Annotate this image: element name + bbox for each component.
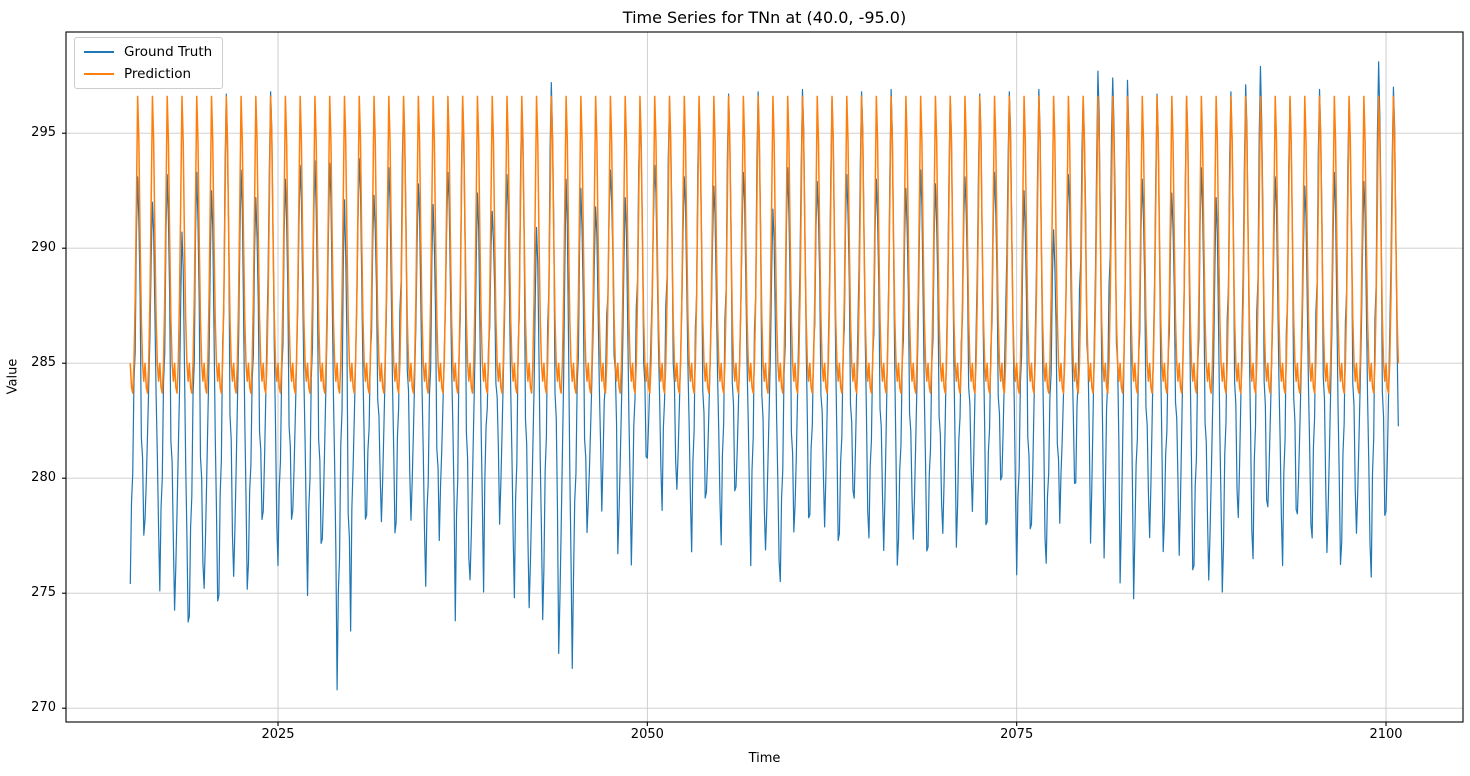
y-tick-label: 270 <box>31 700 56 716</box>
ground-truth-line-swatch <box>84 51 114 53</box>
legend-entry-prediction: Prediction <box>84 65 212 83</box>
y-tick-label: 285 <box>31 355 56 371</box>
chart-title: Time Series for TNn at (40.0, -95.0) <box>622 8 907 27</box>
y-tick-label: 275 <box>31 585 56 601</box>
legend-entry-ground-truth: Ground Truth <box>84 43 212 61</box>
y-tick-label: 280 <box>31 470 56 486</box>
series-line-prediction <box>129 95 1400 394</box>
y-tick-label: 290 <box>31 240 56 256</box>
plot-frame <box>65 31 1464 723</box>
y-tick-label: 295 <box>31 125 56 141</box>
x-axis-label: Time <box>748 751 781 766</box>
x-tick-label: 2100 <box>1369 727 1403 742</box>
prediction-line-swatch <box>84 73 114 75</box>
legend-label-ground-truth: Ground Truth <box>124 44 213 60</box>
y-axis-label: Value <box>5 358 21 395</box>
legend: Ground Truth Prediction <box>74 37 224 89</box>
x-tick-label: 2075 <box>1000 727 1034 742</box>
legend-label-prediction: Prediction <box>124 66 192 82</box>
x-tick-label: 2050 <box>630 727 664 742</box>
x-tick-label: 2025 <box>261 727 295 742</box>
